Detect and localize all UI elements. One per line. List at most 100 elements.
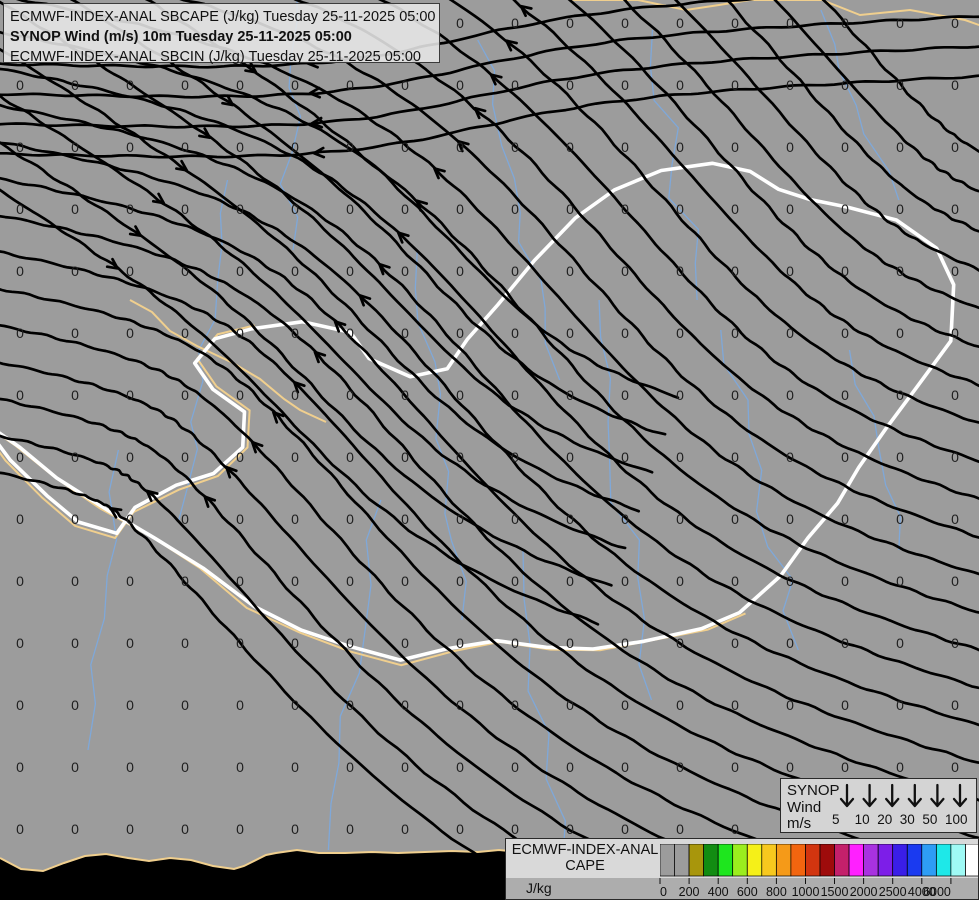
svg-text:0: 0 — [401, 821, 409, 837]
svg-text:0: 0 — [346, 387, 354, 403]
svg-text:0: 0 — [676, 77, 684, 93]
svg-text:0: 0 — [456, 387, 464, 403]
svg-text:0: 0 — [126, 759, 134, 775]
svg-text:0: 0 — [951, 387, 959, 403]
svg-text:0: 0 — [346, 635, 354, 651]
svg-text:0: 0 — [126, 139, 134, 155]
svg-text:0: 0 — [621, 511, 629, 527]
svg-text:0: 0 — [16, 325, 24, 341]
svg-text:0: 0 — [896, 201, 904, 217]
svg-text:0: 0 — [676, 821, 684, 837]
svg-text:0: 0 — [896, 15, 904, 31]
svg-text:0: 0 — [896, 573, 904, 589]
svg-text:0: 0 — [71, 821, 79, 837]
svg-text:0: 0 — [456, 573, 464, 589]
svg-text:0: 0 — [951, 77, 959, 93]
svg-text:0: 0 — [951, 759, 959, 775]
svg-text:0: 0 — [236, 697, 244, 713]
svg-text:0: 0 — [951, 449, 959, 465]
svg-text:0: 0 — [71, 263, 79, 279]
svg-text:0: 0 — [181, 387, 189, 403]
svg-text:0: 0 — [676, 263, 684, 279]
svg-text:0: 0 — [786, 635, 794, 651]
svg-text:0: 0 — [731, 511, 739, 527]
svg-text:0: 0 — [566, 325, 574, 341]
svg-text:0: 0 — [126, 263, 134, 279]
svg-text:0: 0 — [126, 77, 134, 93]
svg-text:0: 0 — [621, 635, 629, 651]
svg-text:0: 0 — [16, 573, 24, 589]
svg-text:0: 0 — [511, 325, 519, 341]
svg-text:0: 0 — [401, 511, 409, 527]
svg-text:0: 0 — [401, 697, 409, 713]
svg-text:0: 0 — [951, 573, 959, 589]
svg-text:0: 0 — [566, 263, 574, 279]
svg-text:0: 0 — [181, 77, 189, 93]
svg-text:0: 0 — [236, 139, 244, 155]
svg-text:0: 0 — [731, 821, 739, 837]
svg-text:0: 0 — [786, 15, 794, 31]
svg-text:0: 0 — [786, 511, 794, 527]
svg-text:0: 0 — [786, 139, 794, 155]
svg-text:0: 0 — [16, 821, 24, 837]
svg-text:6000: 6000 — [923, 885, 951, 899]
svg-text:0: 0 — [841, 77, 849, 93]
svg-text:0: 0 — [16, 697, 24, 713]
svg-text:0: 0 — [236, 821, 244, 837]
svg-text:0: 0 — [71, 387, 79, 403]
svg-text:0: 0 — [511, 759, 519, 775]
svg-text:0: 0 — [236, 759, 244, 775]
svg-text:0: 0 — [676, 325, 684, 341]
svg-text:0: 0 — [951, 201, 959, 217]
svg-text:0: 0 — [236, 201, 244, 217]
svg-text:0: 0 — [511, 573, 519, 589]
svg-text:0: 0 — [346, 511, 354, 527]
svg-text:0: 0 — [126, 697, 134, 713]
svg-text:0: 0 — [291, 759, 299, 775]
svg-text:0: 0 — [841, 635, 849, 651]
svg-text:0: 0 — [71, 201, 79, 217]
svg-text:400: 400 — [708, 885, 729, 899]
svg-text:0: 0 — [676, 201, 684, 217]
svg-text:0: 0 — [291, 263, 299, 279]
svg-text:0: 0 — [16, 449, 24, 465]
svg-text:0: 0 — [236, 635, 244, 651]
svg-text:0: 0 — [511, 201, 519, 217]
svg-text:0: 0 — [71, 573, 79, 589]
svg-text:0: 0 — [566, 15, 574, 31]
svg-text:0: 0 — [181, 263, 189, 279]
svg-text:0: 0 — [71, 697, 79, 713]
svg-text:0: 0 — [236, 263, 244, 279]
svg-text:0: 0 — [841, 387, 849, 403]
svg-text:0: 0 — [841, 139, 849, 155]
svg-text:0: 0 — [951, 697, 959, 713]
svg-text:0: 0 — [511, 511, 519, 527]
svg-text:0: 0 — [456, 77, 464, 93]
svg-text:0: 0 — [126, 201, 134, 217]
svg-text:0: 0 — [346, 449, 354, 465]
svg-text:0: 0 — [566, 697, 574, 713]
svg-text:0: 0 — [841, 263, 849, 279]
svg-text:0: 0 — [731, 759, 739, 775]
svg-text:0: 0 — [731, 697, 739, 713]
svg-text:2500: 2500 — [879, 885, 907, 899]
svg-text:0: 0 — [621, 201, 629, 217]
svg-text:0: 0 — [291, 821, 299, 837]
svg-text:0: 0 — [566, 635, 574, 651]
svg-text:0: 0 — [456, 511, 464, 527]
svg-text:0: 0 — [676, 387, 684, 403]
svg-text:0: 0 — [291, 697, 299, 713]
svg-text:0: 0 — [511, 263, 519, 279]
svg-text:0: 0 — [896, 263, 904, 279]
svg-text:0: 0 — [951, 325, 959, 341]
svg-text:0: 0 — [71, 325, 79, 341]
svg-text:0: 0 — [566, 201, 574, 217]
svg-text:0: 0 — [951, 139, 959, 155]
svg-text:0: 0 — [676, 139, 684, 155]
svg-text:0: 0 — [181, 759, 189, 775]
svg-text:0: 0 — [786, 201, 794, 217]
svg-text:0: 0 — [401, 325, 409, 341]
svg-text:0: 0 — [16, 635, 24, 651]
svg-text:0: 0 — [731, 15, 739, 31]
svg-text:0: 0 — [456, 201, 464, 217]
